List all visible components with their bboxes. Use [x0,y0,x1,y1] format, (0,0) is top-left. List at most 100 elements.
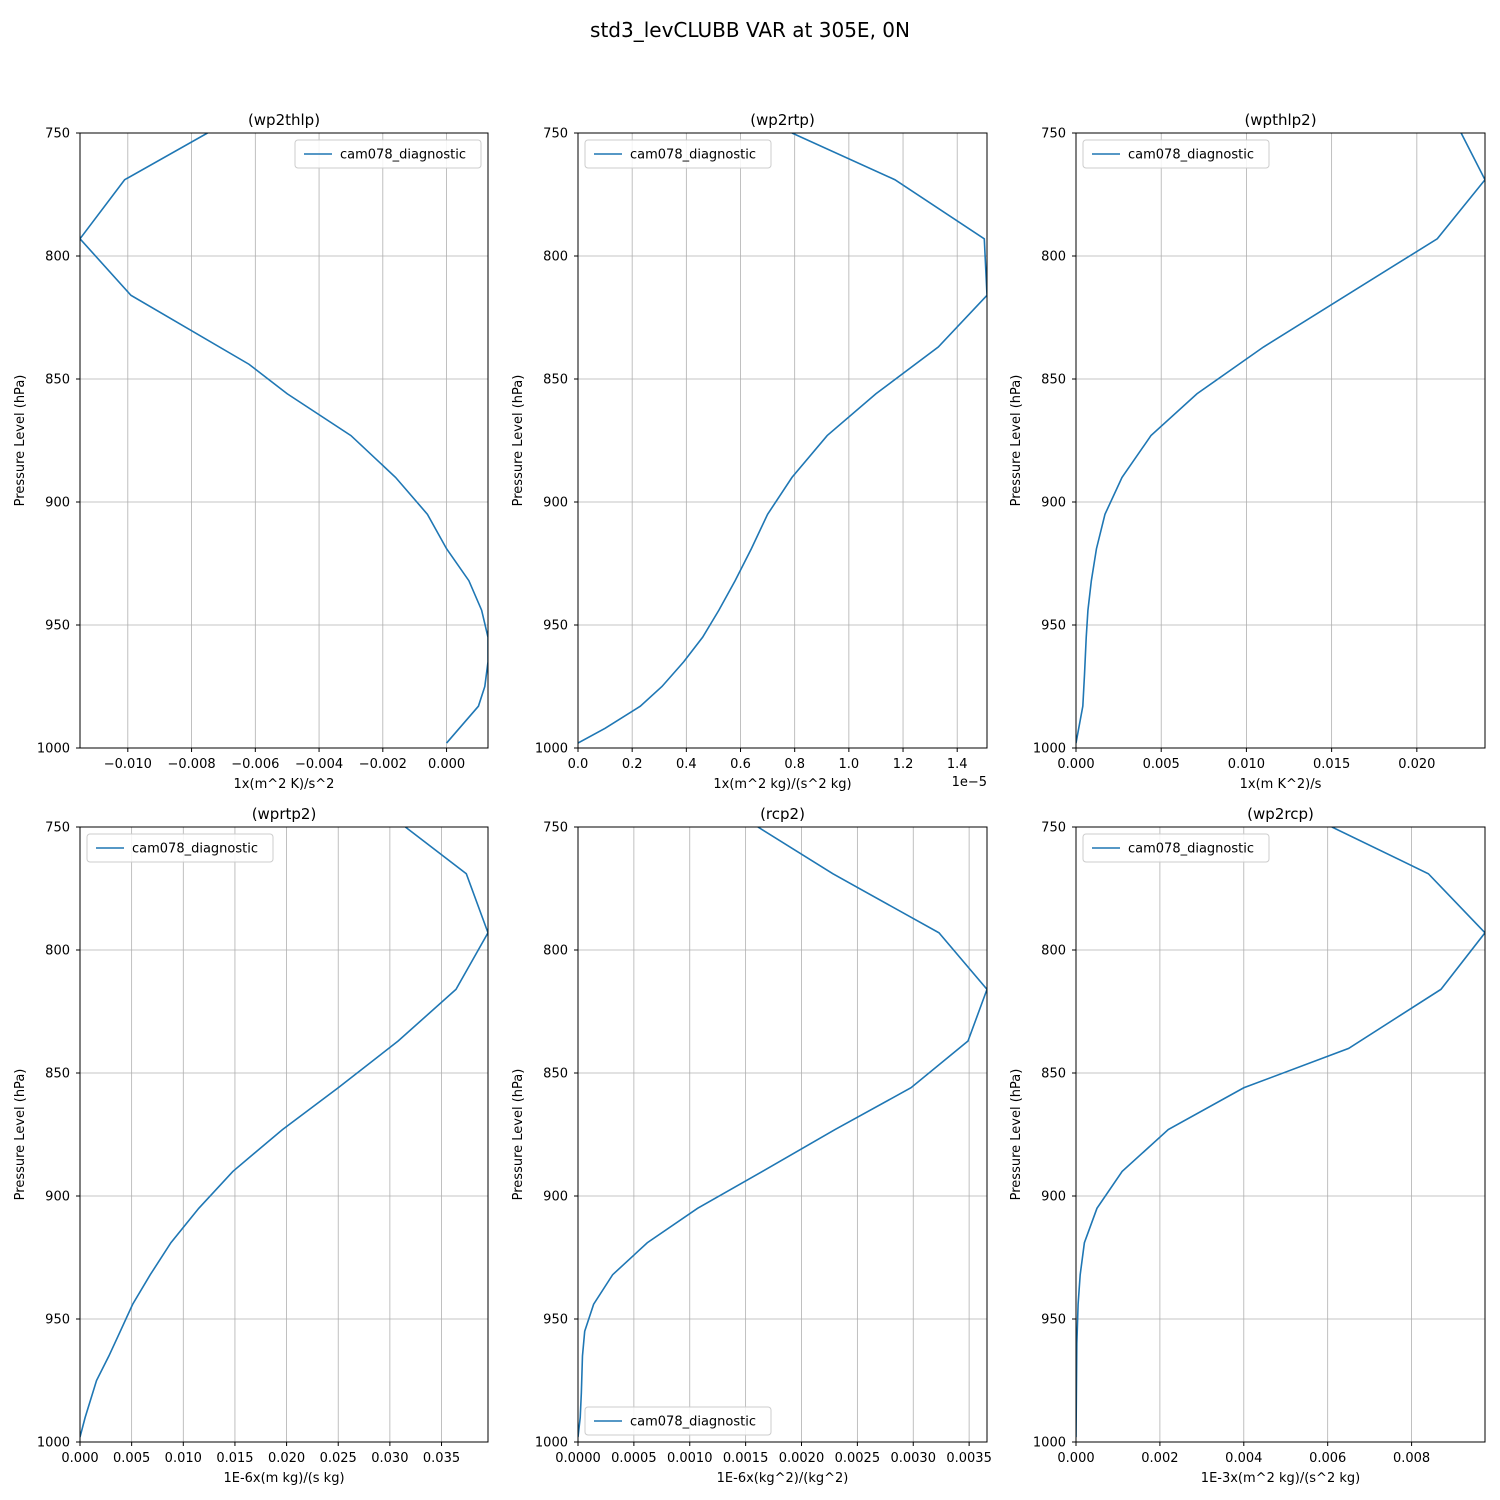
chart-4-ytick-label-3: 900 [45,1190,70,1205]
chart-4-legend: cam078_diagnostic [86,833,274,863]
chart-6-xtick-label-0: 0.000 [1057,1451,1094,1466]
chart-3-xtick-label-1: 0.005 [1143,757,1180,772]
chart-1-ylabel: Pressure Level (hPa) [13,375,28,507]
chart-3-series-line-0 [1076,133,1485,744]
chart-2-ytick-label-2: 850 [543,373,568,388]
chart-5-xtick-label-0: 0.0000 [555,1451,601,1466]
chart-4-axes-frame [79,826,489,1443]
chart-4-xtick-label-4: 0.020 [268,1451,305,1466]
chart-4-series-line-0 [80,827,488,1438]
chart-5-ytick-label-4: 950 [543,1313,568,1328]
chart-3-xlabel: 1x(m K^2)/s [1240,777,1322,792]
chart-4-ytick-label-1: 800 [45,944,70,959]
chart-5-xtick-label-3: 0.0015 [723,1451,769,1466]
chart-5-legend: cam078_diagnostic [584,1406,772,1436]
chart-6-xtick-label-1: 0.002 [1141,1451,1178,1466]
figure-title: std3_levCLUBB VAR at 305E, 0N [590,18,910,42]
chart-6-series-line-0 [1076,827,1485,1438]
chart-1-axes-frame [79,132,489,749]
chart-3-legend: cam078_diagnostic [1082,139,1270,169]
chart-3-ytick-label-3: 900 [1041,496,1066,511]
chart-6-ytick-label-3: 900 [1041,1190,1066,1205]
chart-4-xtick-label-6: 0.030 [371,1451,408,1466]
chart-3-axes-frame [1075,132,1486,749]
chart-4-xtick-label-1: 0.005 [113,1451,150,1466]
chart-5-series-line-0 [578,827,987,1438]
chart-5-ytick-label-0: 750 [543,821,568,836]
chart-2-ytick-label-1: 800 [543,250,568,265]
chart-6-axes-frame [1075,826,1486,1443]
chart-3-legend-box [1082,139,1270,169]
chart-6-ytick-label-4: 950 [1041,1313,1066,1328]
chart-5-ytick-label-5: 1000 [535,1436,568,1451]
chart-1-xtick-label-4: −0.002 [359,757,407,772]
chart-1-xtick-label-0: −0.010 [104,757,152,772]
chart-6-xtick-label-2: 0.004 [1225,1451,1262,1466]
chart-2-xtick-label-0: 0.0 [568,757,589,772]
chart-6-title: (wp2rcp) [1247,805,1314,823]
chart-2-xtick-label-4: 0.8 [784,757,805,772]
chart-2-xtick-label-5: 1.0 [839,757,860,772]
chart-4-xtick-label-7: 0.035 [423,1451,460,1466]
chart-3-title: (wpthlp2) [1244,111,1316,129]
chart-4-ytick-label-0: 750 [45,821,70,836]
chart-6-xtick-label-3: 0.006 [1309,1451,1346,1466]
chart-3-xtick-label-0: 0.000 [1057,757,1094,772]
chart-6-ytick-label-2: 850 [1041,1067,1066,1082]
chart-4-title: (wprtp2) [252,805,317,823]
chart-2-ytick-label-3: 900 [543,496,568,511]
chart-2-x-offset-label: 1e−5 [952,775,987,790]
chart-2-xtick-label-2: 0.4 [676,757,697,772]
chart-2-legend-box [584,139,772,169]
chart-6-ytick-label-0: 750 [1041,821,1066,836]
chart-3-ytick-label-2: 850 [1041,373,1066,388]
chart-5-title: (rcp2) [760,805,805,823]
chart-1-xtick-label-2: −0.006 [231,757,279,772]
chart-2-ytick-label-5: 1000 [535,742,568,757]
chart-6-xlabel: 1E-3x(m^2 kg)/(s^2 kg) [1201,1471,1360,1486]
chart-4-xtick-label-3: 0.015 [216,1451,253,1466]
chart-4-xtick-label-5: 0.025 [320,1451,357,1466]
chart-5-xlabel: 1E-6x(kg^2)/(kg^2) [717,1471,849,1486]
chart-2-ylabel: Pressure Level (hPa) [511,375,526,507]
chart-1-ytick-label-2: 850 [45,373,70,388]
chart-4-legend-label-0: cam078_diagnostic [132,842,258,857]
chart-6-legend: cam078_diagnostic [1082,833,1270,863]
chart-1-xtick-label-3: −0.004 [295,757,343,772]
chart-5-ytick-label-2: 850 [543,1067,568,1082]
chart-5-ytick-label-3: 900 [543,1190,568,1205]
chart-5-xtick-label-2: 0.0010 [667,1451,713,1466]
chart-5-xtick-label-7: 0.0035 [946,1451,992,1466]
chart-5-xtick-label-4: 0.0020 [779,1451,825,1466]
chart-2-xtick-label-1: 0.2 [622,757,643,772]
chart-4-ytick-label-4: 950 [45,1313,70,1328]
chart-2-xtick-label-7: 1.4 [947,757,968,772]
chart-6-ytick-label-5: 1000 [1033,1436,1066,1451]
chart-3-ytick-label-5: 1000 [1033,742,1066,757]
chart-2-xtick-label-3: 0.6 [730,757,751,772]
chart-2-series-line-0 [578,133,987,744]
chart-5-xtick-label-6: 0.0030 [890,1451,936,1466]
chart-3-ylabel: Pressure Level (hPa) [1009,375,1024,507]
chart-2-axes-frame [577,132,988,749]
chart-2-xtick-label-6: 1.2 [893,757,914,772]
chart-2-title: (wp2rtp) [750,111,815,129]
chart-2-ytick-label-0: 750 [543,127,568,142]
chart-1-ytick-label-3: 900 [45,496,70,511]
chart-1-ytick-label-5: 1000 [37,742,70,757]
chart-6-ytick-label-1: 800 [1041,944,1066,959]
chart-1-series-line-0 [80,133,488,744]
chart-3-ytick-label-4: 950 [1041,619,1066,634]
chart-1-ytick-label-4: 950 [45,619,70,634]
chart-5-ylabel: Pressure Level (hPa) [511,1069,526,1201]
chart-5-xtick-label-5: 0.0025 [835,1451,881,1466]
chart-1-legend-label-0: cam078_diagnostic [340,148,466,163]
chart-3-xtick-label-2: 0.010 [1228,757,1265,772]
chart-2: 0.0 0.2 0.4 0.6 0.8 1.0 1.2 1.4 750 800 850 900 950 1… [511,111,988,792]
chart-4-xtick-label-2: 0.010 [165,1451,202,1466]
panels: −0.010 −0.008 −0.006 −0.004 −0.002 0.000 750 80… [13,111,1486,1486]
chart-1: −0.010 −0.008 −0.006 −0.004 −0.002 0.000 750 80… [13,111,489,792]
chart-3: 0.000 0.005 0.010 0.015 0.020 750 800 850 900 950… [1009,111,1486,792]
chart-6-legend-box [1082,833,1270,863]
